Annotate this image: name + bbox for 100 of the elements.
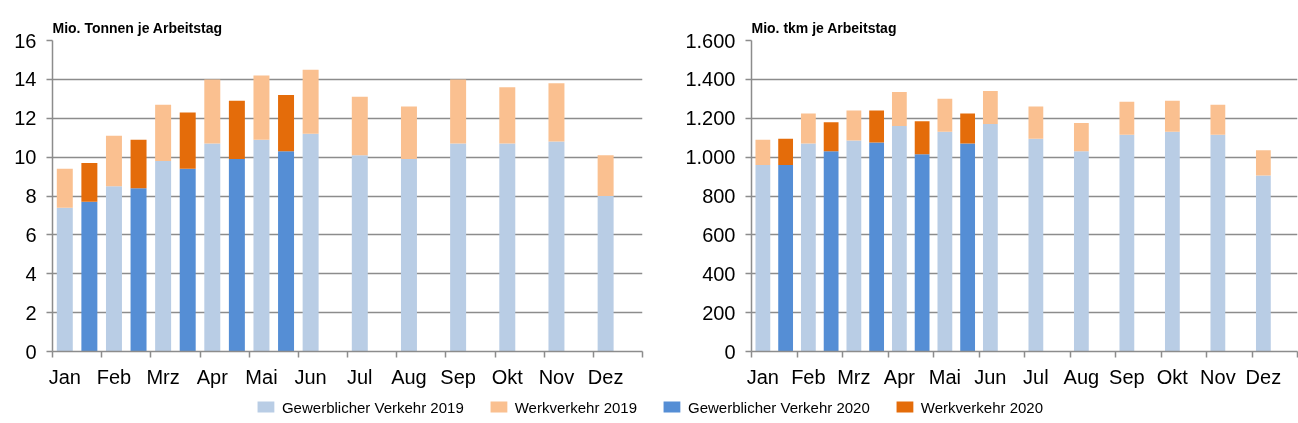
bar — [204, 143, 221, 352]
legend-label: Werkverkehr 2019 — [514, 398, 637, 415]
bar — [869, 110, 885, 143]
x-tick-label: Aug — [1063, 365, 1100, 388]
bar — [400, 106, 417, 160]
bar — [1210, 104, 1226, 135]
x-tick-label: Apr — [196, 365, 229, 388]
y-tick-label: 0 — [25, 340, 37, 363]
bar — [548, 141, 565, 352]
y-tick-label: 2 — [25, 301, 37, 324]
bar — [778, 164, 794, 352]
bar — [982, 124, 998, 352]
y-tick-label: 1.400 — [685, 68, 736, 91]
bar — [1164, 100, 1180, 132]
bar — [228, 159, 245, 352]
bar — [278, 151, 295, 352]
bar — [869, 142, 885, 352]
y-tick-label: 14 — [14, 68, 37, 91]
y-tick-label: 10 — [14, 146, 37, 169]
bar — [960, 113, 976, 144]
bar — [1255, 150, 1271, 176]
bar — [179, 112, 196, 169]
x-tick-label: Jul — [1023, 365, 1049, 388]
bar — [351, 96, 368, 156]
bar — [823, 122, 839, 152]
x-tick-label: Dez — [587, 365, 624, 388]
y-tick-label: 6 — [25, 223, 37, 246]
y-tick-label: 1.600 — [685, 29, 736, 52]
legend-label: Gewerblicher Verkehr 2019 — [281, 398, 464, 415]
bar — [302, 69, 319, 134]
x-tick-label: Mrz — [146, 365, 180, 388]
legend-label: Werkverkehr 2020 — [920, 398, 1044, 415]
bar — [1119, 101, 1135, 135]
x-tick-label: Jul — [347, 365, 373, 388]
y-tick-label: 1.200 — [685, 107, 736, 130]
bar — [914, 121, 930, 155]
bar — [800, 143, 816, 352]
y-tick-label: 12 — [14, 107, 37, 130]
x-tick-label: Jun — [974, 365, 1007, 388]
bar — [937, 98, 953, 132]
bar — [960, 143, 976, 352]
x-tick-label: Nov — [1200, 365, 1236, 388]
bar — [81, 162, 98, 202]
bar — [179, 168, 196, 352]
bar — [499, 143, 516, 352]
bar — [278, 94, 295, 152]
y-tick-label: 8 — [25, 185, 37, 207]
bar — [846, 140, 862, 352]
y-tick-label: 800 — [702, 185, 736, 207]
x-tick-label: Mrz — [837, 365, 871, 388]
legend-label: Gewerblicher Verkehr 2020 — [688, 398, 870, 415]
x-tick-label: Mai — [928, 365, 961, 388]
bar — [937, 131, 953, 352]
x-tick-label: Feb — [96, 365, 132, 388]
bar — [228, 100, 245, 160]
bar — [155, 104, 172, 162]
x-tick-label: Aug — [391, 365, 427, 388]
bar — [982, 91, 998, 125]
x-tick-label: Jun — [294, 365, 327, 388]
bar — [450, 79, 467, 144]
bar — [204, 79, 221, 144]
bar — [891, 126, 907, 352]
y-tick-label: 1.000 — [685, 146, 736, 169]
x-tick-label: Nov — [538, 365, 575, 388]
bar — [450, 143, 467, 352]
y-tick-label: 400 — [702, 262, 736, 285]
bar — [56, 168, 73, 208]
bar — [800, 113, 816, 144]
x-tick-label: Dez — [1245, 365, 1282, 388]
bar — [400, 159, 417, 352]
bar — [351, 155, 368, 352]
x-tick-label: Okt — [491, 365, 524, 388]
bar — [105, 186, 122, 352]
bar — [1210, 134, 1226, 352]
bar — [56, 207, 73, 352]
bar — [302, 133, 319, 352]
y-tick-label: 600 — [702, 223, 736, 246]
y-tick-label: 16 — [14, 29, 37, 52]
x-tick-label: Mai — [245, 365, 278, 388]
x-tick-label: Okt — [1156, 365, 1189, 388]
bar — [105, 135, 122, 187]
bar — [130, 188, 147, 352]
y-tick-label: 0 — [724, 340, 736, 363]
bar — [597, 155, 614, 196]
x-tick-label: Apr — [883, 365, 916, 388]
bar — [1119, 134, 1135, 352]
x-tick-label: Feb — [791, 365, 826, 388]
bar — [253, 139, 270, 352]
bar — [755, 139, 771, 165]
bar — [1073, 151, 1089, 352]
bar — [130, 139, 147, 189]
bar — [1028, 106, 1044, 139]
bar — [755, 164, 771, 352]
x-tick-label: Jan — [746, 365, 779, 388]
x-tick-label: Sep — [440, 365, 476, 388]
bar — [548, 83, 565, 142]
bar — [891, 92, 907, 127]
bar — [81, 201, 98, 352]
bar — [253, 75, 270, 140]
y-tick-label: 4 — [25, 262, 37, 285]
